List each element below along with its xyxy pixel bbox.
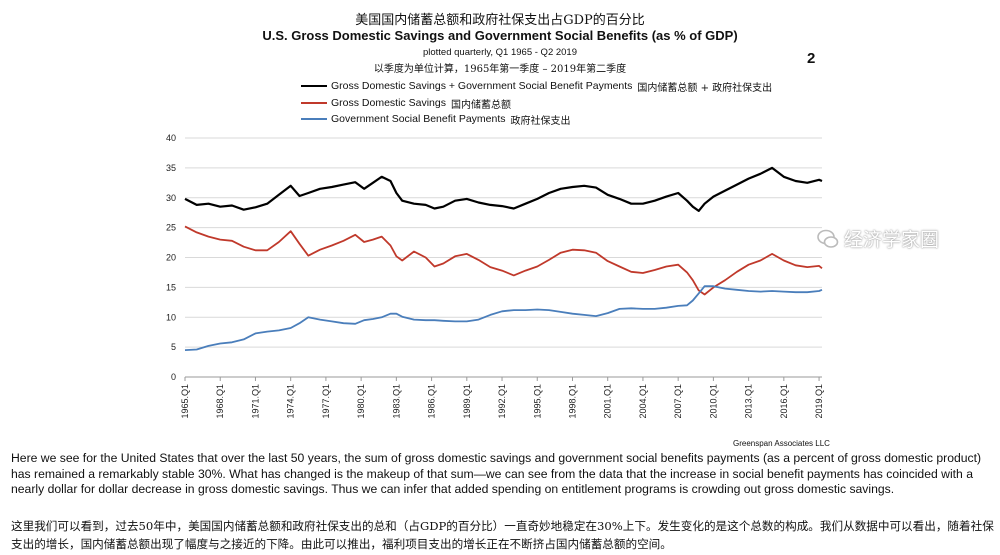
y-tick-label: 15 xyxy=(166,282,176,292)
x-tick-label: 2019.Q1 xyxy=(814,384,824,419)
x-tick-label: 1989.Q1 xyxy=(462,384,472,419)
y-tick-label: 30 xyxy=(166,193,176,203)
watermark-text: 经济学家圈 xyxy=(844,229,940,251)
legend-label-chinese: 国内储蓄总额 + 政府社保支出 xyxy=(637,82,773,94)
x-tick-label: 1992.Q1 xyxy=(497,384,507,419)
legend-swatch xyxy=(301,85,327,87)
paragraph-english: Here we see for the United States that o… xyxy=(11,451,982,496)
legend-swatch xyxy=(301,102,327,104)
x-tick-label: 1965.Q1 xyxy=(180,384,190,419)
chart-subtitle-chinese: 以季度为单位计算，1965年第一季度 – 2019年第二季度 xyxy=(373,64,627,75)
legend-item-benefits: Government Social Benefit Payments 政府社保支… xyxy=(301,112,571,127)
legend-label: Gross Domestic Savings xyxy=(331,97,446,109)
x-tick-label: 1983.Q1 xyxy=(391,384,401,419)
x-tick-label: 2001.Q1 xyxy=(603,384,613,419)
x-tick-label: 2010.Q1 xyxy=(708,384,718,419)
y-tick-label: 35 xyxy=(166,163,176,173)
y-tick-label: 40 xyxy=(166,133,176,143)
legend-item-savings: Gross Domestic Savings 国内储蓄总额 xyxy=(301,96,511,111)
chart-subtitle: plotted quarterly, Q1 1965 - Q2 2019 xyxy=(422,47,578,58)
x-tick-label: 2013.Q1 xyxy=(744,384,754,419)
legend-swatch xyxy=(301,118,327,120)
chart-title: U.S. Gross Domestic Savings and Governme… xyxy=(262,28,738,43)
legend-label: Gross Domestic Savings + Government Soci… xyxy=(331,80,633,92)
wechat-logo-icon xyxy=(817,229,839,248)
legend-label-chinese: 国内储蓄总额 xyxy=(450,99,511,111)
x-tick-label: 1974.Q1 xyxy=(286,384,296,419)
x-tick-label: 1968.Q1 xyxy=(215,384,225,419)
legend-item-total: Gross Domestic Savings + Government Soci… xyxy=(301,79,773,94)
y-tick-label: 5 xyxy=(171,342,176,352)
chart-credit: Greenspan Associates LLC xyxy=(733,439,830,448)
series-line xyxy=(184,166,823,212)
x-tick-label: 1977.Q1 xyxy=(321,384,331,419)
watermark: 经济学家圈 xyxy=(816,225,939,252)
series-line xyxy=(184,285,823,351)
x-tick-label: 2007.Q1 xyxy=(673,384,683,419)
x-tick-label: 1998.Q1 xyxy=(567,384,577,419)
y-tick-label: 25 xyxy=(166,223,176,233)
x-tick-label: 2016.Q1 xyxy=(779,384,789,419)
chart-title-chinese: 美国国内储蓄总额和政府社保支出占GDP的百分比 xyxy=(355,13,645,28)
x-tick-label: 2004.Q1 xyxy=(638,384,648,419)
x-tick-label: 1971.Q1 xyxy=(250,384,260,419)
series-line xyxy=(184,225,823,296)
y-tick-label: 0 xyxy=(171,372,176,382)
y-tick-label: 10 xyxy=(166,312,176,322)
y-tick-label: 20 xyxy=(166,253,176,263)
page-number: 2 xyxy=(807,50,816,67)
x-tick-label: 1986.Q1 xyxy=(427,384,437,419)
x-tick-label: 1995.Q1 xyxy=(532,384,542,419)
legend-label: Government Social Benefit Payments xyxy=(331,113,506,125)
x-tick-label: 1980.Q1 xyxy=(356,384,366,419)
paragraph-chinese: 这里我们可以看到，过去50年中，美国国内储蓄总额和政府社保支出的总和（占GDP的… xyxy=(11,519,994,551)
legend-label-chinese: 政府社保支出 xyxy=(510,115,571,127)
